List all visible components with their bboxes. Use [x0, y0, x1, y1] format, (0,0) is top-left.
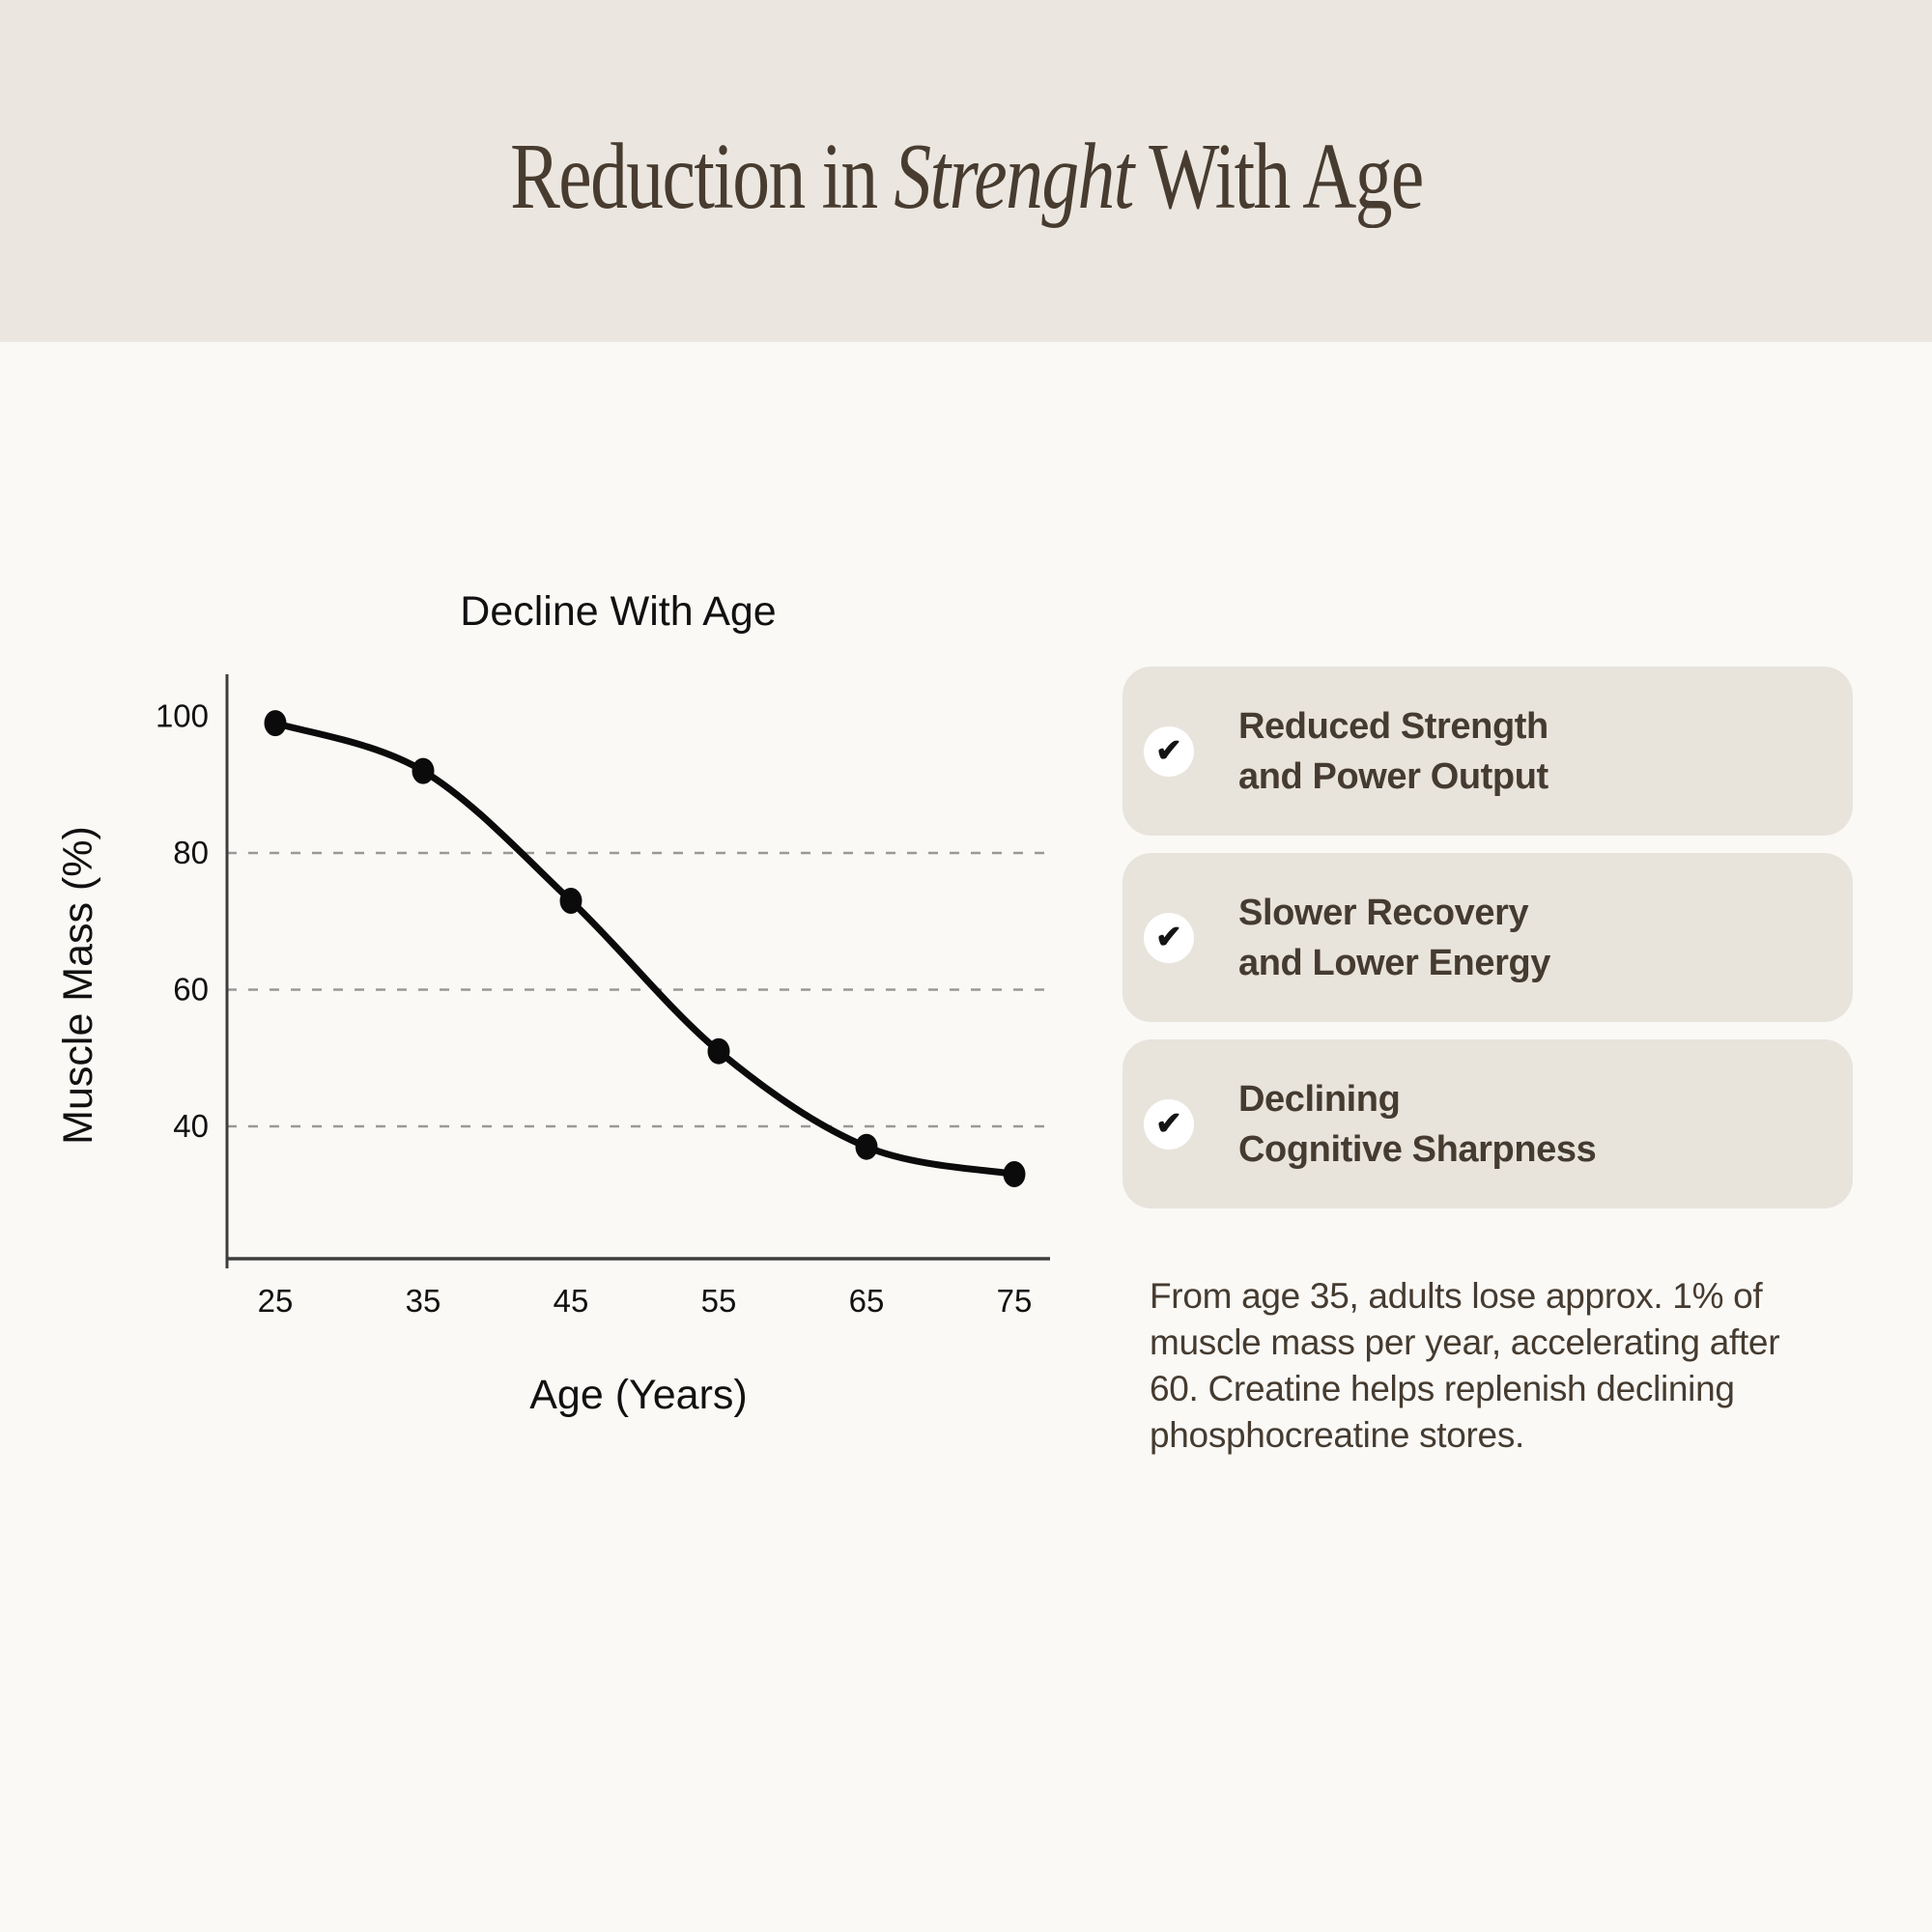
header-band: Reduction in Strenght With Age [0, 0, 1932, 342]
data-point [855, 1133, 878, 1160]
x-tick-label: 35 [406, 1283, 441, 1319]
y-axis-label: Muscle Mass (%) [55, 826, 101, 1145]
benefit-card-label: Reduced Strength and Power Output [1238, 705, 1548, 797]
x-tick-label: 65 [849, 1283, 885, 1319]
benefit-card-label: Declining Cognitive Sharpness [1238, 1078, 1597, 1170]
x-tick-label: 55 [701, 1283, 737, 1319]
check-circle: ✔ [1144, 912, 1194, 963]
y-tick-label: 60 [173, 972, 209, 1008]
data-point [412, 757, 435, 784]
data-point [707, 1037, 730, 1065]
page-title: Reduction in Strenght With Age [509, 113, 1424, 230]
check-icon: ✔ [1155, 732, 1182, 768]
benefit-card-cognitive: ✔ Declining Cognitive Sharpness [1122, 1039, 1853, 1208]
footnote-paragraph: From age 35, adults lose approx. 1% of m… [1150, 1276, 1780, 1455]
chart-title: Decline With Age [460, 588, 776, 635]
y-tick-label: 40 [173, 1108, 209, 1144]
chart-canvas: 100 80 60 40 25 35 45 55 65 75 Decline With Age Age… [55, 588, 1050, 1418]
x-tick-label: 25 [258, 1283, 294, 1319]
check-circle: ✔ [1144, 725, 1194, 777]
data-point [559, 888, 582, 914]
benefit-card-label: Slower Recovery and Lower Energy [1238, 892, 1551, 983]
y-tick-label: 80 [173, 835, 209, 870]
data-line [271, 720, 1018, 1178]
check-icon: ✔ [1155, 919, 1182, 954]
benefit-card-recovery: ✔ Slower Recovery and Lower Energy [1122, 853, 1853, 1022]
x-axis-label: Age (Years) [529, 1372, 747, 1418]
data-point [264, 710, 287, 737]
benefit-card-list: ✔ Reduced Strength and Power Output ✔ Sl… [1122, 667, 1853, 1208]
muscle-mass-chart: 100 80 60 40 25 35 45 55 65 75 Decline With Age Age… [29, 570, 1092, 1439]
page-title-italic: Strenght [893, 124, 1134, 228]
data-point [1003, 1161, 1026, 1187]
x-tick-label: 75 [997, 1283, 1033, 1319]
page-title-part2: With Age [1132, 124, 1424, 228]
check-circle: ✔ [1144, 1098, 1194, 1150]
y-tick-label: 100 [156, 698, 209, 734]
check-icon: ✔ [1155, 1105, 1182, 1141]
benefit-card-strength: ✔ Reduced Strength and Power Output [1122, 667, 1853, 836]
x-tick-label: 45 [554, 1283, 589, 1319]
page-title-part1: Reduction in [509, 124, 894, 228]
